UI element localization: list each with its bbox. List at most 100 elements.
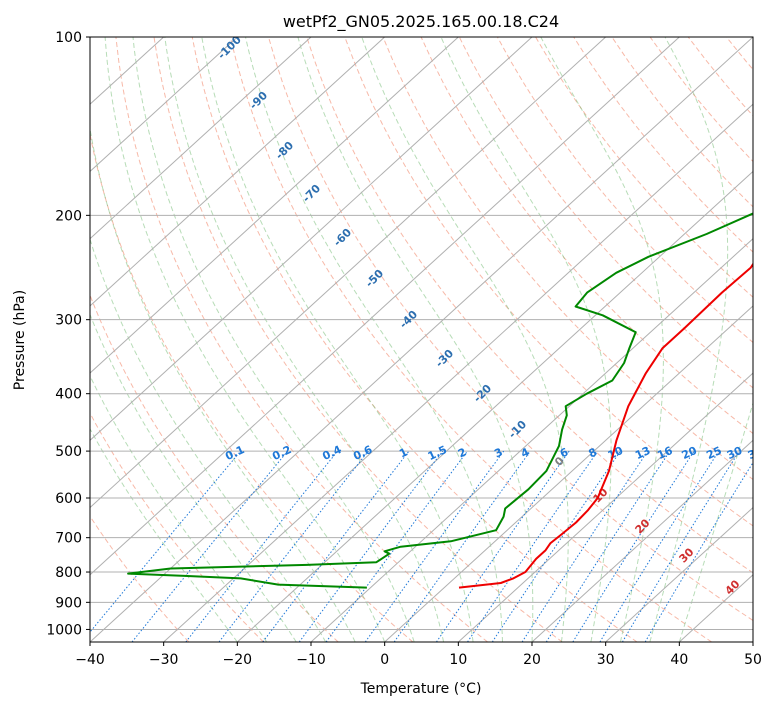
dry-adiabat-line: [765, 37, 775, 642]
isotherm-line: [90, 37, 753, 642]
y-tick-label: 800: [55, 565, 82, 581]
moist-adiabat-line: [245, 37, 503, 642]
moist-adiabat-line: [90, 125, 356, 642]
mixing-ratio-line: [644, 461, 753, 642]
isotherm-line: [236, 170, 753, 642]
moist-adiabat-line: [90, 374, 268, 642]
mixing-ratio-line: [90, 450, 242, 633]
moist-adiabat-line: [649, 37, 729, 642]
dry-adiabat-line: [420, 37, 753, 435]
y-tick-label: 1000: [46, 622, 82, 638]
mixing-ratio-label: 10: [606, 444, 626, 462]
moist-adiabat-line: [201, 37, 474, 642]
dry-adiabat-line: [496, 37, 753, 344]
mixing-ratio-line: [298, 450, 444, 642]
dry-adiabat-line: [115, 37, 488, 642]
isotherm-label: -40: [397, 308, 420, 331]
mixing-ratio-label: 3: [492, 446, 504, 461]
isotherm-line: [90, 37, 680, 576]
mixing-ratio-line: [621, 450, 740, 642]
dewpoint-profile-line: [127, 212, 753, 589]
isotherm-line: [310, 237, 753, 642]
mixing-ratio-line: [262, 450, 410, 642]
y-tick-label: 400: [55, 387, 82, 403]
isotherm-line: [90, 37, 312, 240]
mixing-ratio-label: 16: [655, 444, 675, 462]
mixing-ratio-label: 0.6: [351, 443, 374, 463]
mixing-ratio-line: [393, 450, 531, 642]
temperature-profile-line: [458, 262, 753, 589]
mixing-ratio-line: [325, 450, 468, 642]
isotherm-label: -10: [506, 418, 529, 441]
moist-adiabat-line: [440, 37, 612, 642]
y-tick-label: 900: [55, 595, 82, 611]
isotherm-line: [457, 372, 753, 642]
dry-adiabat-line: [726, 37, 753, 71]
moist-adiabat-line: [90, 427, 238, 642]
mixing-ratio-line: [572, 450, 695, 642]
chart-title: wetPf2_GN05.2025.165.00.18.C24: [283, 12, 559, 32]
dry-adiabat-line: [649, 37, 753, 163]
isotherm-line: [531, 439, 753, 642]
moist-adiabat-line: [90, 313, 297, 642]
x-tick-label: −20: [223, 652, 253, 668]
dry-adiabat-line: [90, 412, 264, 642]
isotherm-line: [384, 305, 753, 642]
mixing-ratio-line: [218, 450, 369, 642]
y-tick-label: 600: [55, 491, 82, 507]
mixing-ratio-label: 30: [725, 444, 745, 462]
dry-adiabat-line: [268, 37, 753, 622]
y-axis: 100 200 300 400 500 600 700 800 900 1000: [46, 30, 90, 638]
x-tick-label: 40: [670, 652, 688, 668]
dry-adiabat-line: [306, 37, 753, 574]
isotherm-label: 30: [677, 545, 697, 565]
isotherm-line: [90, 37, 607, 509]
y-tick-label: 300: [55, 313, 82, 329]
y-tick-label: 500: [55, 444, 82, 460]
x-tick-label: 0: [380, 652, 389, 668]
mixing-ratio-line: [521, 450, 649, 642]
x-tick-label: −40: [75, 652, 105, 668]
x-tick-label: 30: [597, 652, 615, 668]
mixing-ratio-label: 20: [680, 444, 700, 462]
x-tick-label: 10: [449, 652, 467, 668]
isotherm-label: -70: [300, 182, 323, 205]
x-tick-label: 50: [744, 652, 762, 668]
dry-adiabat-line: [344, 37, 753, 527]
mixing-ratio-line: [435, 450, 570, 642]
dry-adiabat-line: [191, 37, 638, 642]
dry-adiabat-line: [573, 37, 753, 253]
dry-adiabat-line: [90, 131, 414, 642]
moist-adiabat-line: [540, 37, 664, 642]
y-tick-label: 100: [55, 30, 82, 46]
plot-frame: [89, 36, 754, 643]
dry-adiabat-line: [611, 37, 753, 208]
moist-adiabat-line: [132, 37, 415, 642]
x-tick-label: −10: [296, 652, 326, 668]
mixing-ratio-line: [467, 450, 599, 642]
moist-adiabat-line: [164, 37, 445, 642]
moist-adiabat-line: [90, 237, 327, 642]
isotherm-label: -60: [331, 226, 354, 249]
moist-adiabat-line: [104, 37, 386, 642]
isotherm-line: [752, 641, 753, 642]
isotherm-line: [163, 103, 753, 642]
moist-adiabat-line: [297, 37, 534, 642]
isotherm-line: [90, 37, 533, 442]
dry-adiabat-line: [153, 37, 563, 642]
isotherm-line: [605, 506, 753, 642]
isotherm-label: -20: [471, 382, 494, 405]
mixing-ratio-label: 25: [704, 444, 723, 462]
dry-adiabat-line: [382, 37, 753, 481]
mixing-ratio-line: [364, 450, 505, 642]
mixing-ratio-label: 0.4: [320, 443, 343, 463]
isotherm-label: 40: [723, 577, 743, 597]
isotherm-line: [90, 37, 238, 173]
plot-area: 0.1 0.2 0.4 0.6 1 1.5 2 3 4 6 8 10 13 16 20 25 30 36-100-…: [90, 37, 775, 642]
y-tick-label: 200: [55, 208, 82, 224]
mixing-ratio-line: [491, 450, 621, 642]
dry-adiabat-line: [687, 37, 753, 117]
x-axis-title: Temperature (°C): [360, 681, 482, 697]
mixing-ratio-line: [599, 450, 720, 642]
